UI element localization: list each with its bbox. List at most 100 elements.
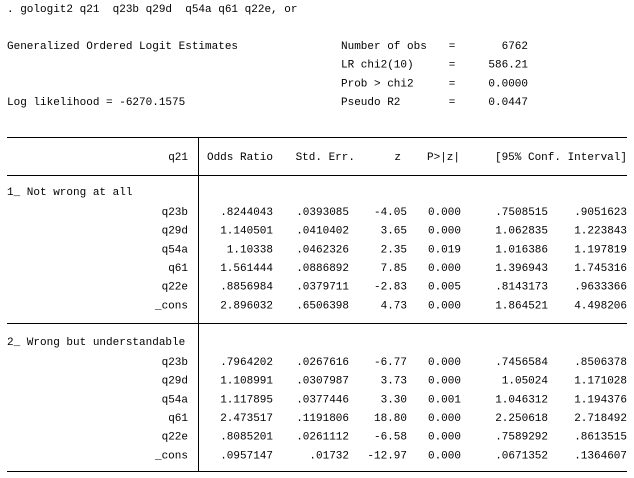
cell: .0377446 [296, 394, 349, 406]
cell: 0.000 [428, 376, 461, 388]
cell: 1.062835 [495, 226, 548, 238]
stat-label: LR chi2(10) [341, 60, 414, 72]
cell: 7.85 [381, 263, 407, 275]
cell: 1.197819 [574, 244, 627, 256]
cell: .0261112 [296, 432, 349, 444]
cell: .0379711 [296, 282, 349, 294]
cell: 0.000 [428, 226, 461, 238]
model-title: Generalized Ordered Logit Estimates [7, 41, 238, 53]
variable-name: q61 [168, 263, 188, 275]
cell: 2.473517 [220, 413, 273, 425]
cell: .7589292 [495, 432, 548, 444]
cell: 3.73 [381, 376, 407, 388]
cell: 1.864521 [495, 300, 548, 312]
cell: .0957147 [220, 450, 273, 462]
cell: .8856984 [220, 282, 273, 294]
stat-label: Prob > chi2 [341, 78, 414, 90]
variable-name: _cons [154, 450, 188, 462]
cell: -12.97 [367, 450, 407, 462]
stat-equals: = [449, 41, 456, 53]
cell: .8244043 [220, 207, 273, 219]
cell: 0.000 [428, 432, 461, 444]
stat-value: 0.0000 [488, 78, 528, 90]
cell: 2.35 [381, 244, 407, 256]
cell: 4.498206 [574, 300, 627, 312]
cell: .9051623 [574, 207, 627, 219]
cell: 1.194376 [574, 394, 627, 406]
stat-equals: = [449, 97, 456, 109]
cell: .0307987 [296, 376, 349, 388]
cell: .7964202 [220, 357, 273, 369]
cell: .9633366 [574, 282, 627, 294]
cell: -4.05 [374, 207, 407, 219]
cell: 0.000 [428, 300, 461, 312]
cell: 1.223843 [574, 226, 627, 238]
cell: .01732 [309, 450, 349, 462]
cell: .8613515 [574, 432, 627, 444]
cell: 1.396943 [495, 263, 548, 275]
log-likelihood: Log likelihood = -6270.1575 [7, 97, 185, 109]
cell: .8085201 [220, 432, 273, 444]
cell: -2.83 [374, 282, 407, 294]
cell: .0886892 [296, 263, 349, 275]
stat-value: 6762 [502, 41, 528, 53]
variable-name: q23b [162, 207, 188, 219]
cell: 0.019 [428, 244, 461, 256]
cell: .0410402 [296, 226, 349, 238]
group-label: 1_ Not wrong at all [7, 187, 132, 199]
cell: 1.561444 [220, 263, 273, 275]
group-label: 2_ Wrong but understandable [7, 337, 185, 349]
cell: 0.000 [428, 450, 461, 462]
variable-name: q54a [162, 244, 189, 256]
cell: -6.58 [374, 432, 407, 444]
cell: .7456584 [495, 357, 548, 369]
cell: -6.77 [374, 357, 407, 369]
cell: .8506378 [574, 357, 627, 369]
cell: 2.896032 [220, 300, 273, 312]
column-header: q21 [168, 152, 188, 164]
column-header: z [394, 152, 401, 164]
variable-name: q61 [168, 413, 188, 425]
variable-name: q22e [162, 282, 188, 294]
cell: 4.73 [381, 300, 407, 312]
stat-equals: = [449, 60, 456, 72]
cell: 0.005 [428, 282, 461, 294]
cell: .0671352 [495, 450, 548, 462]
variable-name: q23b [162, 357, 188, 369]
command: . gologit2 q21 q23b q29d q54a q61 q22e, … [7, 4, 297, 16]
variable-name: _cons [154, 300, 188, 312]
column-header: Odds Ratio [207, 152, 273, 164]
cell: 1.05024 [502, 376, 549, 388]
cell: 2.718492 [574, 413, 627, 425]
cell: 1.171028 [574, 376, 627, 388]
cell: 18.80 [374, 413, 407, 425]
cell: 0.001 [428, 394, 461, 406]
cell: 1.745316 [574, 263, 627, 275]
cell: 1.046312 [495, 394, 548, 406]
variable-name: q22e [162, 432, 188, 444]
column-header: P>|z| [427, 152, 460, 164]
cell: .0267616 [296, 357, 349, 369]
variable-name: q54a [162, 394, 189, 406]
variable-name: q29d [162, 376, 188, 388]
stat-label: Pseudo R2 [341, 97, 400, 109]
cell: .8143173 [495, 282, 548, 294]
cell: .1191806 [296, 413, 349, 425]
cell: .6506398 [296, 300, 349, 312]
cell: .1364607 [574, 450, 627, 462]
cell: .7508515 [495, 207, 548, 219]
column-header: [95% Conf. Interval] [495, 152, 627, 164]
cell: 2.250618 [495, 413, 548, 425]
cell: .0393085 [296, 207, 349, 219]
cell: 0.000 [428, 357, 461, 369]
stat-label: Number of obs [341, 41, 427, 53]
cell: 3.30 [381, 394, 407, 406]
cell: 0.000 [428, 263, 461, 275]
cell: 1.117895 [220, 394, 273, 406]
cell: 1.140501 [220, 226, 273, 238]
column-header: Std. Err. [296, 152, 355, 164]
cell: 1.108991 [220, 376, 273, 388]
stat-value: 0.0447 [488, 97, 528, 109]
cell: 1.10338 [227, 244, 273, 256]
